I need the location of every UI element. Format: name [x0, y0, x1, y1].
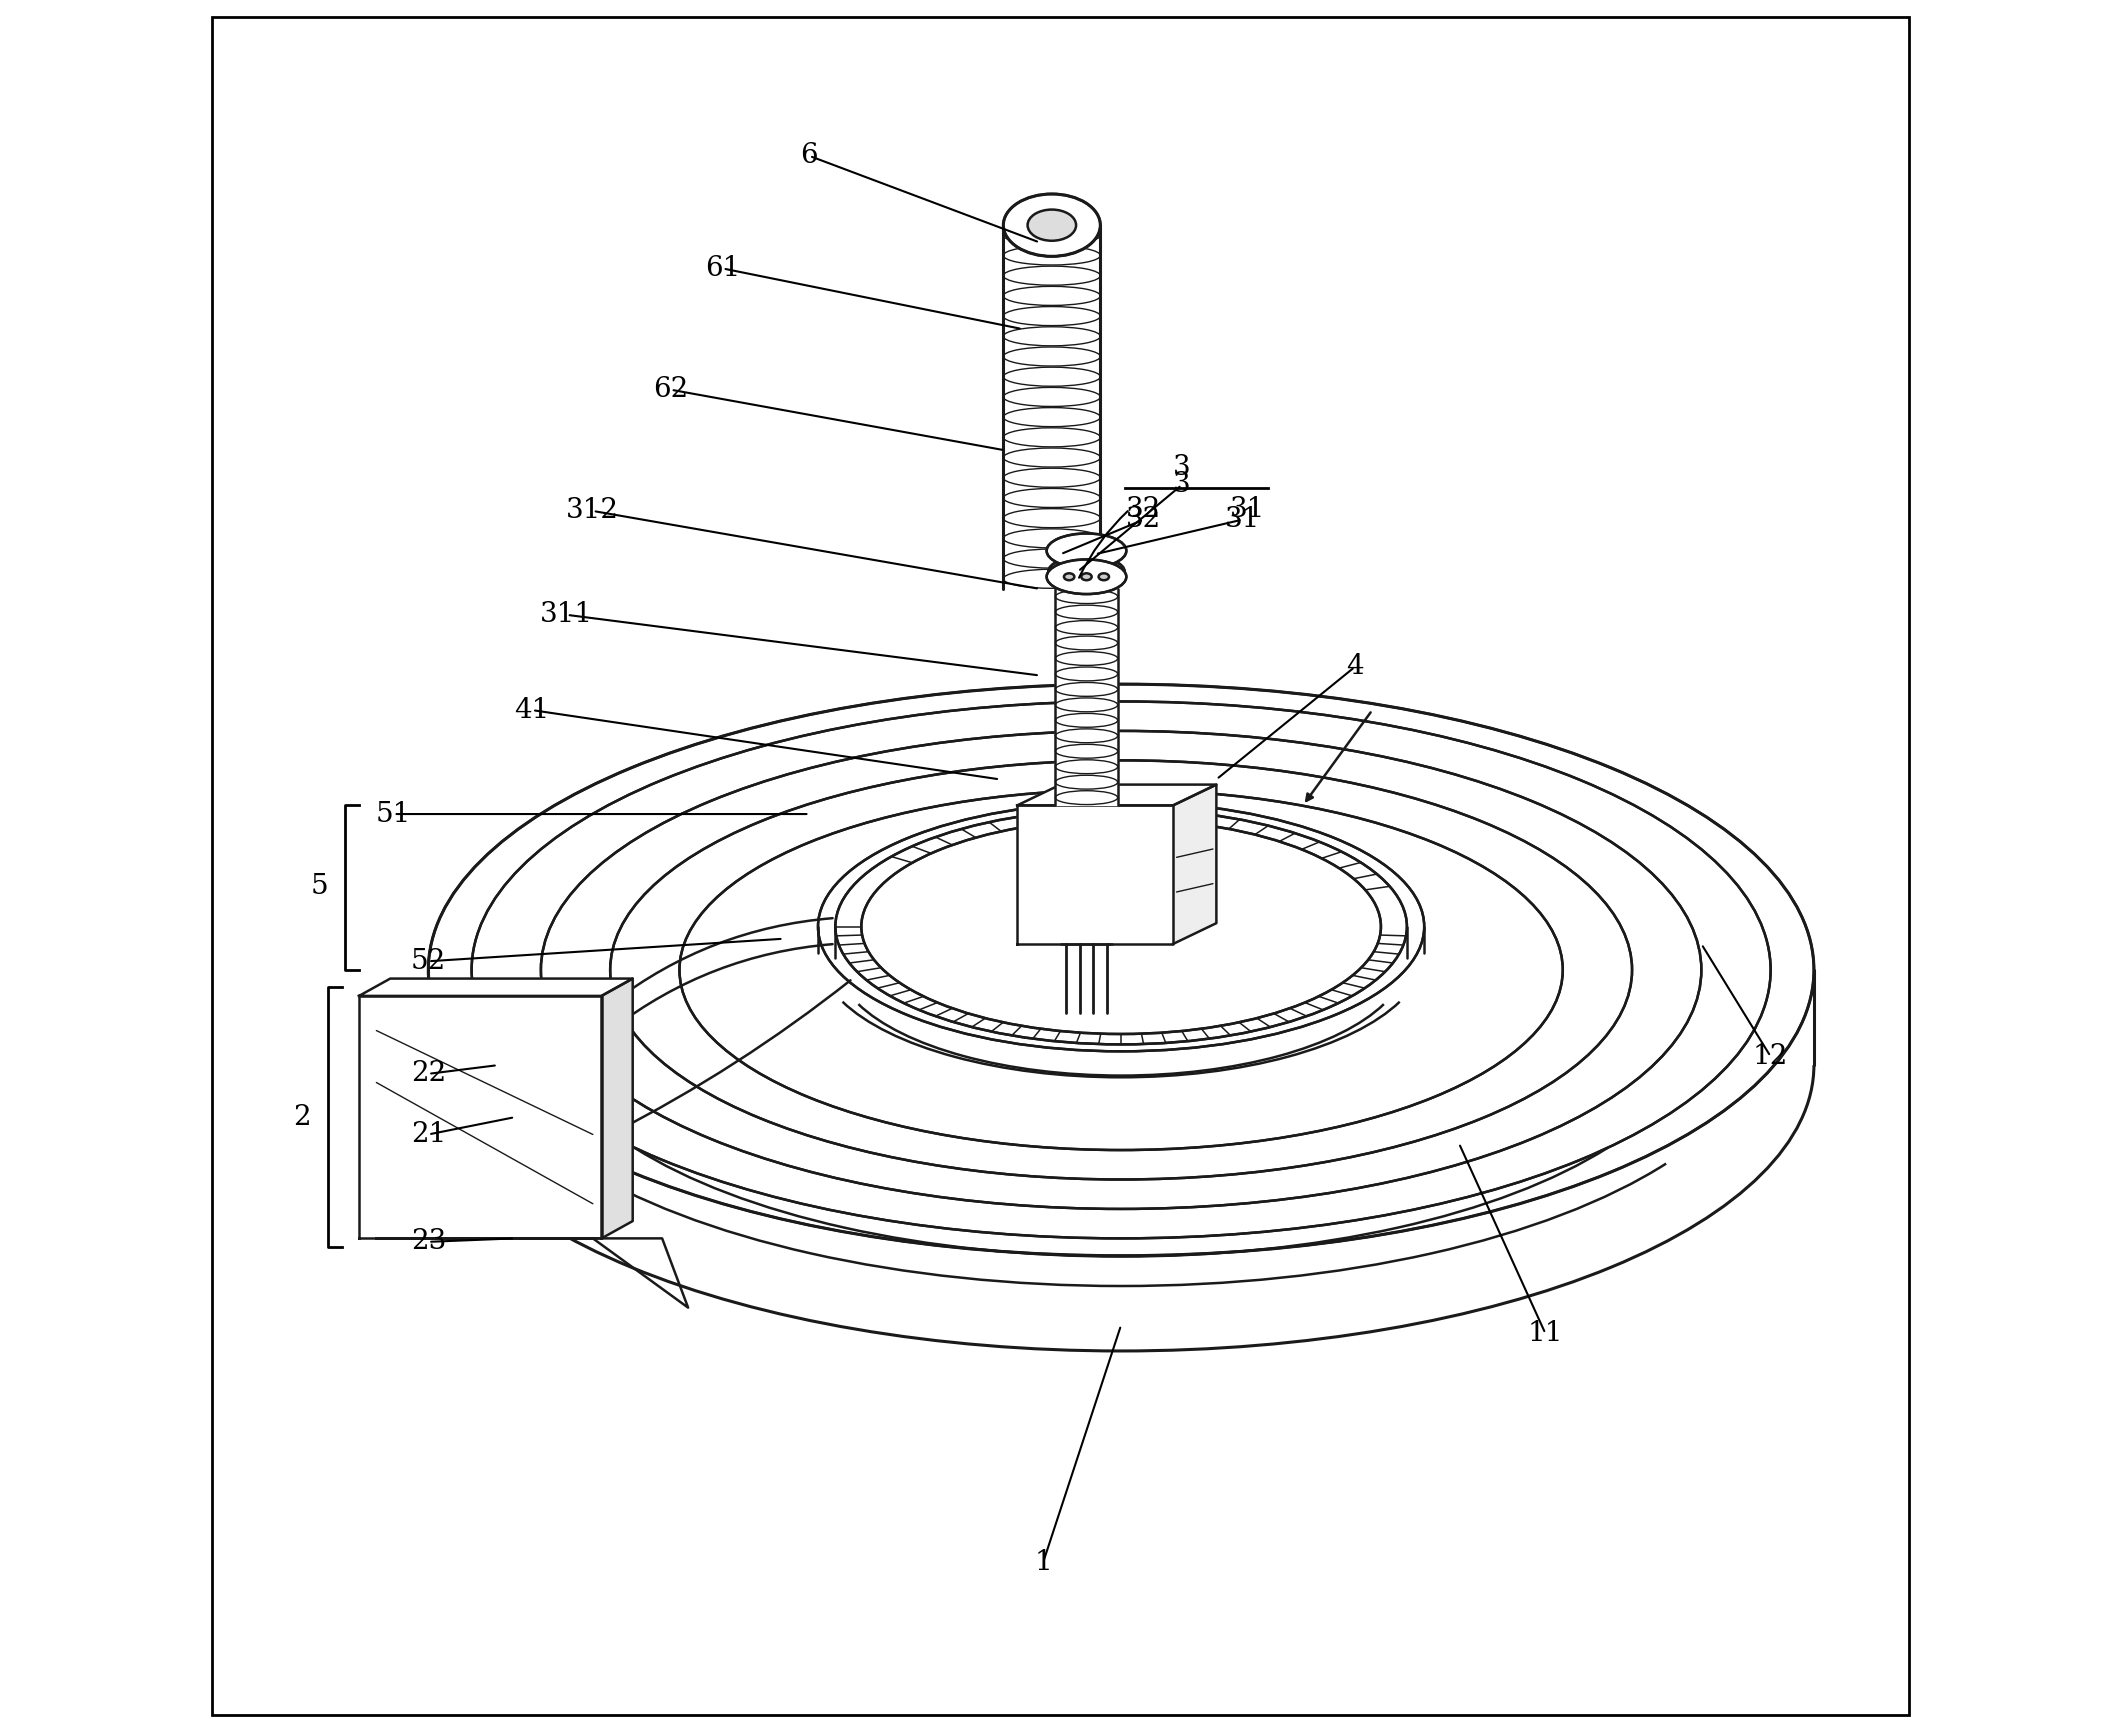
Polygon shape — [1018, 785, 1215, 805]
Ellipse shape — [471, 701, 1771, 1238]
Ellipse shape — [1003, 194, 1101, 256]
Text: 5: 5 — [310, 873, 329, 901]
Text: 3: 3 — [1173, 454, 1190, 481]
Text: 62: 62 — [653, 376, 689, 404]
Text: 61: 61 — [704, 255, 740, 282]
Ellipse shape — [1082, 573, 1092, 580]
Text: 41: 41 — [515, 696, 549, 724]
Polygon shape — [602, 979, 632, 1238]
Polygon shape — [1018, 805, 1173, 944]
Text: 6: 6 — [800, 142, 819, 170]
Text: 1: 1 — [1035, 1548, 1052, 1576]
Ellipse shape — [679, 790, 1563, 1150]
Text: 31: 31 — [1224, 506, 1260, 533]
Text: 51: 51 — [375, 800, 411, 828]
Text: 3: 3 — [1173, 471, 1190, 499]
Ellipse shape — [836, 809, 1406, 1044]
Text: 12: 12 — [1752, 1043, 1788, 1070]
Ellipse shape — [611, 760, 1631, 1179]
Text: 2: 2 — [293, 1103, 310, 1131]
Text: 11: 11 — [1527, 1320, 1563, 1347]
Ellipse shape — [1065, 573, 1075, 580]
Text: 312: 312 — [566, 497, 619, 525]
Text: 32: 32 — [1126, 506, 1162, 533]
Ellipse shape — [541, 731, 1701, 1209]
Ellipse shape — [1046, 533, 1126, 568]
Text: 21: 21 — [411, 1121, 445, 1148]
Ellipse shape — [1048, 556, 1124, 587]
Ellipse shape — [1099, 573, 1109, 580]
Polygon shape — [1173, 785, 1215, 944]
Text: 23: 23 — [411, 1228, 445, 1256]
Ellipse shape — [861, 819, 1381, 1034]
Polygon shape — [1003, 225, 1101, 589]
Polygon shape — [358, 996, 602, 1238]
Text: 311: 311 — [541, 601, 594, 629]
Ellipse shape — [428, 684, 1813, 1256]
Ellipse shape — [1027, 210, 1075, 241]
Polygon shape — [358, 979, 632, 996]
Ellipse shape — [819, 802, 1423, 1051]
Polygon shape — [1056, 589, 1118, 805]
Text: 31: 31 — [1230, 495, 1266, 523]
Text: 32: 32 — [1126, 495, 1162, 523]
Text: 52: 52 — [411, 947, 445, 975]
Text: 22: 22 — [411, 1060, 445, 1088]
Text: 4: 4 — [1347, 653, 1364, 681]
Ellipse shape — [1046, 559, 1126, 594]
